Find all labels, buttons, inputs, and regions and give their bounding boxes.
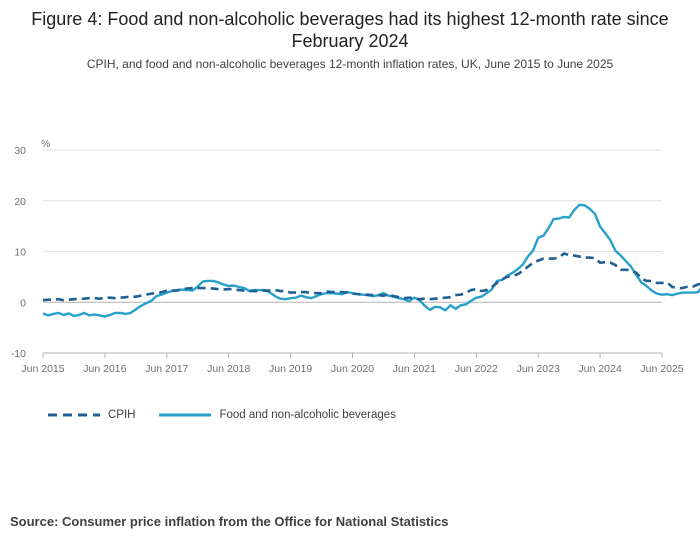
legend-item-food: Food and non-alcoholic beverages xyxy=(157,409,396,421)
chart-subtitle: CPIH, and food and non-alcoholic beverag… xyxy=(86,57,614,71)
series-line-food xyxy=(42,203,700,318)
series-line-cpih xyxy=(42,252,700,302)
x-tick-label: Jun 2024 xyxy=(578,363,621,375)
series-group xyxy=(42,203,700,318)
x-tick-label: Jun 2021 xyxy=(393,363,436,375)
x-tick-label: Jun 2020 xyxy=(331,363,374,375)
legend-swatch-food xyxy=(159,413,212,417)
legend-label-food: Food and non-alcoholic beverages xyxy=(219,409,396,421)
y-axis: -10 0 10 20 30 xyxy=(11,145,26,360)
chart-grid xyxy=(43,149,662,354)
x-tick-label: Jun 2023 xyxy=(517,363,560,375)
y-tick-label: 20 xyxy=(14,196,26,208)
source-note: Source: Consumer price inflation from th… xyxy=(10,514,449,529)
chart-title: Figure 4: Food and non-alcoholic beverag… xyxy=(31,9,669,51)
y-tick-label: 10 xyxy=(14,247,26,259)
legend-swatch-cpih xyxy=(48,413,100,417)
y-tick-label: 30 xyxy=(14,145,26,157)
x-tick-label: Jun 2015 xyxy=(21,363,64,375)
x-tick-label: Jun 2018 xyxy=(207,363,250,375)
y-tick-label: -10 xyxy=(11,348,26,360)
legend-label-cpih: CPIH xyxy=(108,409,136,421)
y-axis-label: % xyxy=(41,138,50,150)
x-tick-label: Jun 2016 xyxy=(83,363,126,375)
x-axis: Jun 2015 Jun 2016 Jun 2017 Jun 2018 Jun 2019… xyxy=(21,352,684,375)
x-tick-label: Jun 2022 xyxy=(455,363,498,375)
x-tick-label: Jun 2017 xyxy=(145,363,188,375)
x-tick-label: Jun 2025 xyxy=(640,363,683,375)
x-tick-label: Jun 2019 xyxy=(269,363,312,375)
legend-item-cpih: CPIH xyxy=(46,409,135,421)
legend: CPIH Food and non-alcoholic beverages xyxy=(46,409,418,421)
y-tick-label: 0 xyxy=(20,297,26,309)
